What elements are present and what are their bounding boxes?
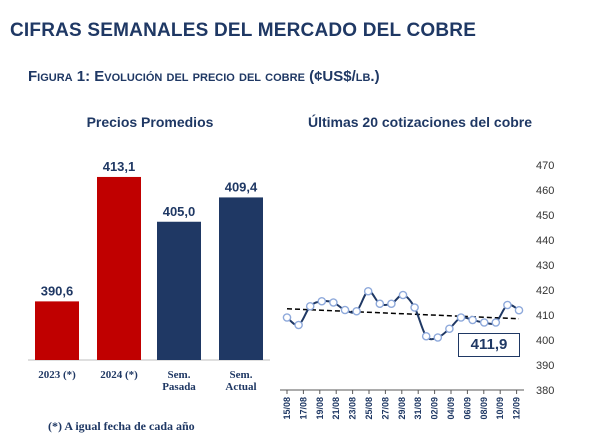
- bar-category-label: Sem.: [230, 369, 253, 381]
- x-tick-label: 31/08: [413, 397, 423, 420]
- data-point: [514, 305, 524, 315]
- data-point: [503, 300, 512, 310]
- x-tick-label: 19/08: [315, 397, 325, 420]
- x-tick-label: 27/08: [380, 397, 390, 420]
- bar-value-label: 405,0: [163, 204, 196, 219]
- data-point: [329, 298, 338, 307]
- x-tick-label: 29/08: [397, 397, 407, 420]
- data-point: [421, 331, 431, 341]
- y-tick-label: 380: [536, 385, 554, 397]
- bar-category-label: Pasada: [162, 381, 196, 393]
- x-tick-label: 02/09: [430, 397, 440, 420]
- footnote: (*) A igual fecha de cada año: [48, 419, 195, 433]
- y-tick-label: 390: [536, 360, 554, 372]
- data-point: [479, 318, 489, 327]
- x-tick-label: 06/09: [462, 397, 472, 420]
- last-value-box: 411,9: [458, 333, 520, 357]
- data-point: [445, 324, 454, 334]
- y-tick-label: 470: [536, 160, 554, 172]
- y-tick-label: 450: [536, 210, 554, 222]
- y-tick-label: 410: [536, 310, 554, 322]
- data-point: [433, 333, 443, 342]
- y-tick-label: 460: [536, 185, 554, 197]
- bar-value-label: 390,6: [41, 283, 74, 298]
- data-point: [387, 299, 396, 309]
- page-title: CIFRAS SEMANALES DEL MERCADO DEL COBRE: [10, 20, 477, 41]
- y-tick-label: 420: [536, 285, 554, 297]
- data-point: [305, 301, 315, 311]
- x-tick-label: 23/08: [348, 397, 358, 420]
- figure-caption: Figura 1: Evolución del precio del cobre…: [28, 68, 380, 85]
- y-tick-label: 440: [536, 235, 554, 247]
- trend-line: [286, 308, 520, 320]
- x-tick-label: 12/09: [512, 397, 522, 420]
- data-point: [468, 315, 477, 325]
- data-point: [375, 299, 385, 309]
- data-point: [352, 306, 361, 316]
- bar-2: [97, 176, 141, 360]
- bar-category-label: 2024 (*): [100, 369, 138, 381]
- x-tick-label: 15/08: [282, 397, 292, 420]
- bar-category-label: 2023 (*): [38, 369, 76, 381]
- bar-1: [35, 301, 79, 360]
- x-tick-label: 04/09: [446, 397, 456, 420]
- x-tick-label: 08/09: [479, 397, 489, 420]
- data-point: [294, 320, 303, 330]
- x-tick-label: 21/08: [331, 397, 341, 420]
- data-point: [398, 290, 408, 300]
- data-point: [340, 305, 350, 315]
- data-point: [491, 318, 501, 327]
- bar-4: [219, 197, 263, 360]
- data-point: [410, 303, 419, 312]
- data-point: [317, 296, 327, 306]
- x-tick-label: 10/09: [495, 397, 505, 420]
- y-tick-label: 430: [536, 260, 554, 272]
- bar-value-label: 409,4: [225, 179, 258, 194]
- y-tick-label: 400: [536, 335, 554, 347]
- bar-category-label: Actual: [225, 381, 256, 393]
- x-tick-label: 25/08: [364, 397, 374, 420]
- x-tick-label: 17/08: [298, 397, 308, 420]
- bar-3: [157, 221, 201, 360]
- data-point: [363, 286, 373, 296]
- data-point: [456, 313, 466, 322]
- bar-chart-title: Precios Promedios: [86, 114, 214, 130]
- bar-category-label: Sem.: [168, 369, 191, 381]
- data-point: [282, 313, 292, 322]
- line-chart-title: Últimas 20 cotizaciones del cobre: [307, 114, 533, 130]
- bar-value-label: 413,1: [103, 159, 136, 174]
